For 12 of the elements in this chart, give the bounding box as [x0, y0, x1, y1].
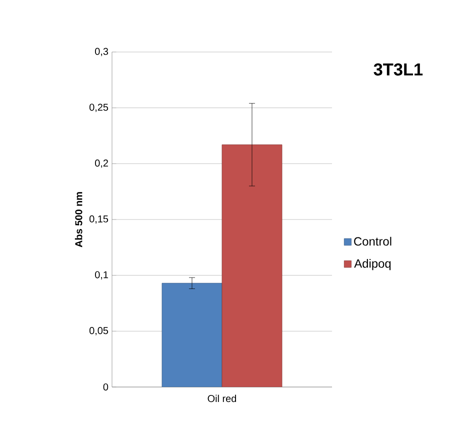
y-tick-label: 0,05 — [89, 327, 108, 336]
y-tick-label: 0,2 — [95, 160, 108, 168]
y-tick-label: 0,3 — [95, 48, 108, 56]
y-axis-title: Abs 500 nm — [74, 192, 82, 248]
y-tick-label: 0 — [103, 383, 108, 391]
y-tick-label: 0,15 — [89, 215, 108, 224]
legend-label: Control — [354, 236, 392, 246]
x-tick-label: Oil red — [208, 394, 236, 402]
y-tick-label: 0,25 — [89, 104, 108, 112]
y-tick-label: 0,1 — [95, 271, 108, 280]
legend-label: Adipoq — [354, 258, 391, 270]
text: 3T3L1 — [374, 63, 423, 76]
